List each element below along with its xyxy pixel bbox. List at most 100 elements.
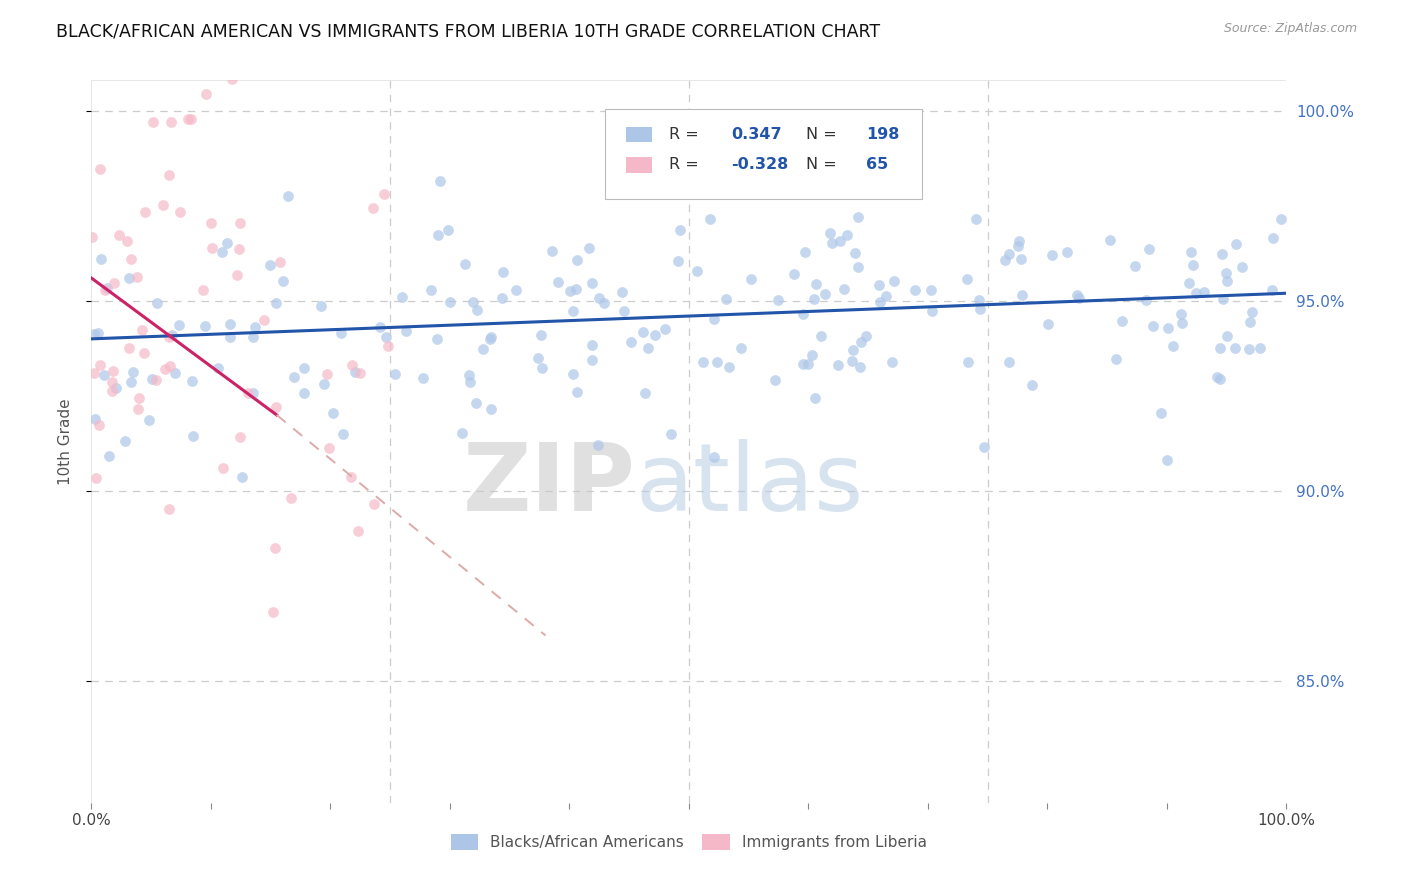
Point (100, 375, 122, 389)
Point (89, 359, 111, 373)
Point (692, 355, 714, 369)
Point (221, 72, 243, 87)
Point (820, 227, 842, 241)
Point (114, 434, 136, 449)
Point (1111, 314, 1133, 328)
Point (252, 313, 274, 327)
Point (391, 290, 413, 304)
Point (855, 328, 877, 343)
Point (1178, 276, 1201, 290)
Point (1135, 293, 1157, 307)
Point (1223, 341, 1246, 355)
Point (581, 353, 603, 368)
Point (529, 328, 551, 343)
Point (384, 367, 406, 381)
Point (329, 326, 352, 340)
Point (159, 359, 181, 373)
Point (1137, 242, 1160, 256)
Point (264, 400, 287, 414)
Point (965, 211, 987, 226)
Point (181, 374, 204, 388)
FancyBboxPatch shape (605, 109, 922, 200)
Text: 198: 198 (866, 127, 900, 142)
Point (312, 376, 335, 391)
Point (730, 341, 752, 355)
Point (565, 282, 588, 296)
Point (191, 283, 214, 297)
Point (814, 287, 837, 301)
Point (465, 302, 488, 317)
Point (561, 367, 583, 381)
Point (118, 342, 141, 356)
Point (173, 38, 195, 53)
Point (264, 296, 287, 310)
Point (491, 291, 513, 305)
Point (1180, 245, 1202, 260)
Point (1239, 315, 1261, 329)
Point (842, 343, 865, 358)
Text: ZIP: ZIP (463, 439, 636, 531)
Point (87, 418, 110, 433)
Point (167, 318, 190, 333)
Point (540, 244, 562, 259)
Point (810, 328, 832, 343)
Point (457, 368, 479, 382)
Point (465, 396, 488, 410)
Point (547, 275, 569, 289)
Point (80, 230, 103, 244)
Point (998, 355, 1021, 369)
Point (181, 429, 204, 443)
Point (666, 254, 689, 268)
Point (429, 174, 451, 188)
Point (97, 450, 120, 464)
Point (471, 342, 494, 356)
Point (125, 269, 148, 284)
Point (349, 366, 371, 380)
Point (292, 386, 315, 401)
Point (567, 384, 589, 399)
Point (157, 502, 180, 516)
Point (219, 318, 242, 332)
Text: Source: ZipAtlas.com: Source: ZipAtlas.com (1223, 22, 1357, 36)
Point (228, 216, 250, 230)
Point (956, 272, 979, 286)
Point (100, 384, 122, 398)
Point (207, 361, 229, 376)
Point (869, 294, 891, 309)
Point (718, 360, 741, 375)
Point (1105, 351, 1128, 366)
Point (120, 252, 142, 266)
Point (463, 295, 485, 310)
Point (703, 450, 725, 464)
Point (1021, 377, 1043, 392)
Point (921, 304, 943, 318)
Point (835, 227, 858, 242)
Point (1038, 317, 1060, 331)
Point (263, 541, 285, 555)
Point (920, 283, 942, 297)
Point (84, 411, 107, 425)
Point (426, 332, 449, 346)
Point (841, 354, 863, 368)
Point (581, 277, 603, 291)
Point (765, 373, 787, 387)
Point (453, 257, 475, 271)
Point (644, 328, 666, 343)
Point (231, 470, 253, 484)
Point (127, 401, 149, 416)
Point (827, 358, 849, 372)
Point (830, 234, 852, 248)
Point (1125, 259, 1147, 273)
Point (578, 241, 600, 255)
Point (1170, 307, 1192, 321)
Point (200, 216, 222, 230)
Point (217, 235, 239, 250)
Point (479, 332, 502, 346)
FancyBboxPatch shape (626, 127, 652, 143)
Point (620, 334, 643, 349)
Point (340, 359, 363, 373)
Point (703, 312, 725, 326)
Point (318, 441, 340, 455)
Point (458, 376, 481, 390)
Point (242, 330, 264, 344)
